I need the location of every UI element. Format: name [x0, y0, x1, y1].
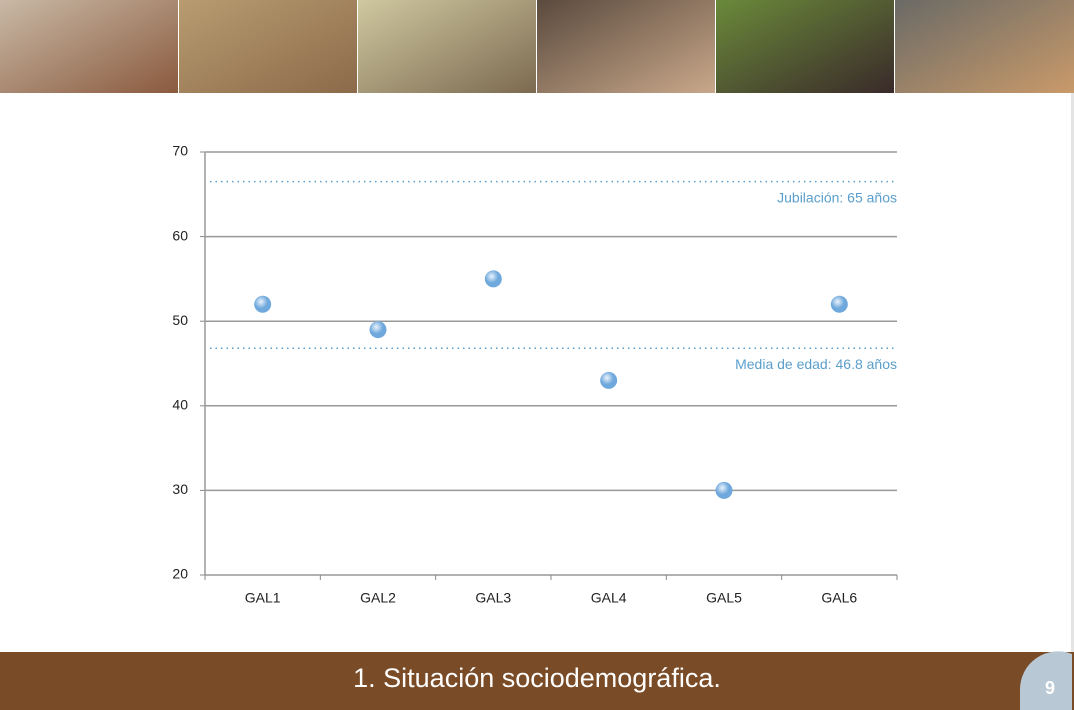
x-tick-label: GAL4 — [591, 590, 627, 606]
x-tick-label: GAL1 — [245, 590, 281, 606]
point — [830, 295, 848, 313]
y-tick-label: 60 — [172, 227, 188, 243]
point — [484, 270, 502, 288]
photo — [0, 0, 178, 93]
y-tick-label: 40 — [172, 397, 188, 413]
page-badge — [1019, 651, 1072, 710]
x-tick-label: GAL6 — [821, 590, 857, 606]
y-tick-label: 30 — [172, 481, 188, 497]
photo-strip — [0, 0, 1074, 93]
reference-label: Media de edad: 46.8 años — [735, 356, 897, 372]
photo — [358, 0, 536, 93]
y-tick-label: 20 — [172, 566, 188, 582]
point — [715, 481, 733, 499]
y-tick-label: 70 — [172, 143, 188, 159]
point — [600, 371, 618, 389]
photo — [716, 0, 894, 93]
x-tick-label: GAL3 — [475, 590, 511, 606]
footer-band — [0, 652, 1074, 710]
photo — [179, 0, 357, 93]
footer-title: 1. Situación sociodemográfica. — [353, 663, 721, 693]
page-number: 9 — [1045, 678, 1055, 698]
edge — [1071, 93, 1074, 652]
photo — [895, 0, 1074, 93]
reference-label: Jubilación: 65 años — [777, 189, 897, 205]
chart: 20 30 40 50 60 70 Jubilación: 65 años Media de … — [172, 143, 898, 606]
x-tick-label: GAL2 — [360, 590, 396, 606]
point — [254, 295, 272, 313]
x-tick-label: GAL5 — [706, 590, 742, 606]
y-tick-label: 50 — [172, 312, 188, 328]
photo — [537, 0, 715, 93]
point — [369, 321, 387, 339]
